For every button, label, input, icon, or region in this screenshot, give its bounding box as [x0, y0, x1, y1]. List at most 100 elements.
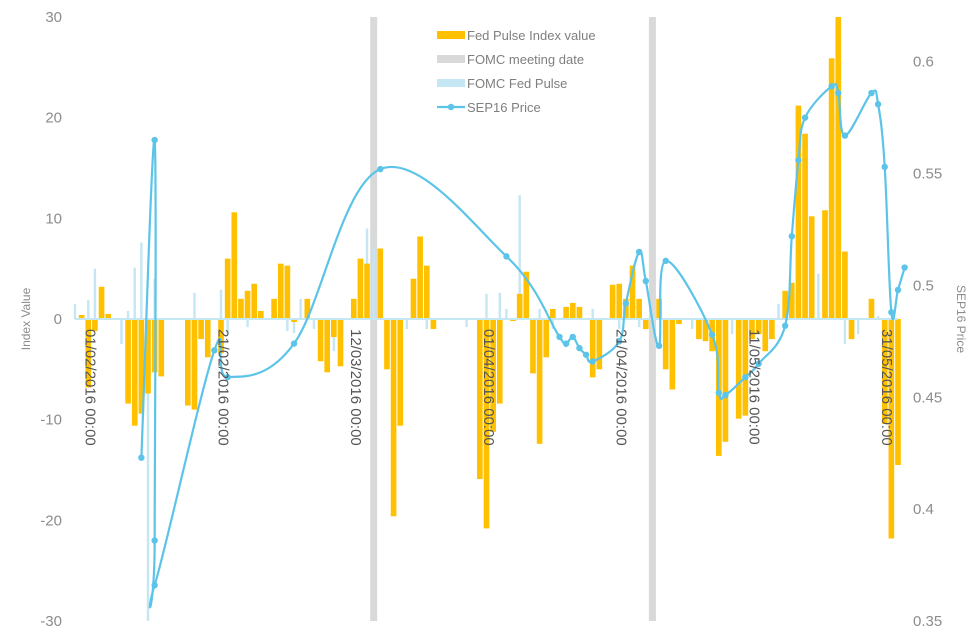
- fed-pulse-index-bar: [822, 210, 828, 319]
- sep16-price-point: [708, 331, 716, 338]
- fomc-fed-pulse-bar: [730, 319, 734, 335]
- fed-pulse-index-bar: [244, 290, 251, 319]
- fed-pulse-index-bar: [304, 298, 311, 319]
- fed-pulse-index-bar: [569, 302, 576, 319]
- fed-pulse-index-bar: [530, 319, 536, 374]
- fed-pulse-index-bar: [384, 319, 390, 370]
- fed-pulse-index-bar: [417, 236, 423, 319]
- fomc-fed-pulse-bar: [505, 308, 508, 319]
- fed-pulse-index-bar: [251, 283, 258, 319]
- fed-pulse-index-bar: [317, 319, 324, 362]
- fomc-fed-pulse-bar: [876, 315, 880, 319]
- fomc-fed-pulse-bar: [140, 242, 143, 319]
- sep16-price-point: [901, 264, 908, 271]
- sep16-price-point: [715, 389, 722, 397]
- fomc-fed-pulse-bar: [465, 319, 468, 328]
- sep16-price-point: [881, 163, 888, 171]
- fomc-fed-pulse-bar: [73, 303, 77, 319]
- sep16-price-point: [662, 257, 669, 265]
- fed-pulse-index-bar: [291, 319, 297, 323]
- sep16-price-point: [151, 136, 158, 144]
- fed-pulse-index-bar: [496, 319, 503, 404]
- fed-pulse-index-bar: [802, 133, 808, 319]
- fed-pulse-index-bar: [702, 319, 709, 342]
- fed-pulse-index-bar: [669, 319, 676, 390]
- fed-pulse-index-bar: [616, 283, 623, 319]
- fed-pulse-index-bar: [795, 105, 802, 319]
- sep16-price-point: [582, 351, 590, 358]
- sep16-price-point: [801, 114, 809, 121]
- fomc-fed-pulse-bar: [591, 308, 594, 319]
- fed-pulse-index-bar: [808, 216, 815, 319]
- fed-pulse-index-bar: [191, 319, 198, 410]
- fomc-fed-pulse-bar: [691, 319, 694, 330]
- sep16-price-point: [788, 233, 796, 240]
- fed-pulse-index-bar: [410, 278, 417, 319]
- fomc-fed-pulse-bar: [856, 319, 860, 335]
- sep16-price-point: [781, 322, 789, 329]
- fed-pulse-index-bar: [842, 251, 848, 319]
- fomc-fed-pulse-bar: [133, 267, 136, 319]
- fed-pulse-index-bar: [430, 319, 437, 330]
- fed-pulse-index-bar: [828, 58, 835, 319]
- fed-pulse-index-bar: [848, 319, 855, 340]
- fed-pulse-index-bar: [284, 265, 291, 319]
- y-tick-label: 30: [45, 9, 62, 26]
- fomc-fed-pulse-bar: [87, 299, 90, 319]
- sep16-price-point: [377, 165, 384, 173]
- fed-pulse-index-bar: [543, 319, 550, 358]
- fed-pulse-index-bar: [105, 313, 112, 319]
- sep16-price-point: [888, 309, 895, 316]
- fed-pulse-index-bar: [868, 298, 875, 319]
- x-tick-label: 01/02/2016 00:00: [82, 329, 99, 446]
- fed-pulse-index-bar: [350, 298, 357, 319]
- legend-swatch: [437, 79, 465, 87]
- fed-pulse-index-bar: [550, 308, 556, 319]
- fed-pulse-index-bar: [609, 284, 616, 319]
- sep16-price-point: [622, 300, 630, 307]
- fed-pulse-index-bar: [185, 319, 191, 406]
- fomc-fed-pulse-bar: [817, 273, 820, 319]
- fed-pulse-index-bar: [258, 310, 264, 319]
- fed-pulse-index-bar: [397, 319, 404, 426]
- sep16-price-point: [290, 340, 298, 347]
- sep16-price-point: [576, 344, 583, 352]
- sep16-price-point: [151, 537, 158, 544]
- sep16-price-point: [151, 582, 158, 589]
- sep16-price-point: [642, 277, 649, 285]
- fomc-fed-pulse-bar: [126, 310, 130, 319]
- y-tick-label: 20: [45, 110, 62, 127]
- fomc-fed-pulse-bar: [299, 298, 302, 319]
- fed-pulse-index-bar: [158, 319, 165, 377]
- y2-tick-label: 0.5: [913, 277, 934, 294]
- y-tick-label: 10: [45, 210, 62, 227]
- fed-pulse-index-bar: [788, 282, 795, 319]
- fomc-fed-pulse-bar: [777, 303, 780, 319]
- sep16-price-point: [138, 454, 145, 461]
- fomc-fed-pulse-bar: [485, 293, 488, 319]
- fed-pulse-index-bar: [576, 306, 583, 319]
- y2-tick-label: 0.35: [913, 613, 942, 630]
- fed-pulse-index-bar: [145, 319, 151, 394]
- fed-pulse-index-bar: [523, 271, 530, 319]
- fed-pulse-index-bar: [510, 319, 516, 322]
- fomc-fed-pulse-bar: [498, 292, 501, 319]
- fomc-fed-pulse-bar: [226, 319, 229, 335]
- fed-pulse-index-bar: [749, 319, 755, 340]
- fed-pulse-index-bar: [888, 319, 895, 539]
- fed-pulse-index-bar: [364, 263, 370, 319]
- fed-pulse-index-bar: [218, 319, 224, 354]
- sep16-price-point: [589, 358, 596, 365]
- fed-pulse-index-bar: [331, 319, 337, 338]
- sep16-price-point: [894, 286, 902, 294]
- y2-tick-label: 0.4: [913, 501, 934, 518]
- fed-pulse-index-bar: [204, 319, 211, 358]
- fed-pulse-index-bar: [490, 319, 496, 432]
- sep16-price-point: [722, 391, 729, 399]
- fed-pulse-index-bar: [755, 319, 762, 335]
- fomc-fed-pulse-bar: [246, 319, 249, 328]
- fed-pulse-index-bar: [423, 265, 430, 319]
- fed-pulse-index-bar: [722, 319, 729, 442]
